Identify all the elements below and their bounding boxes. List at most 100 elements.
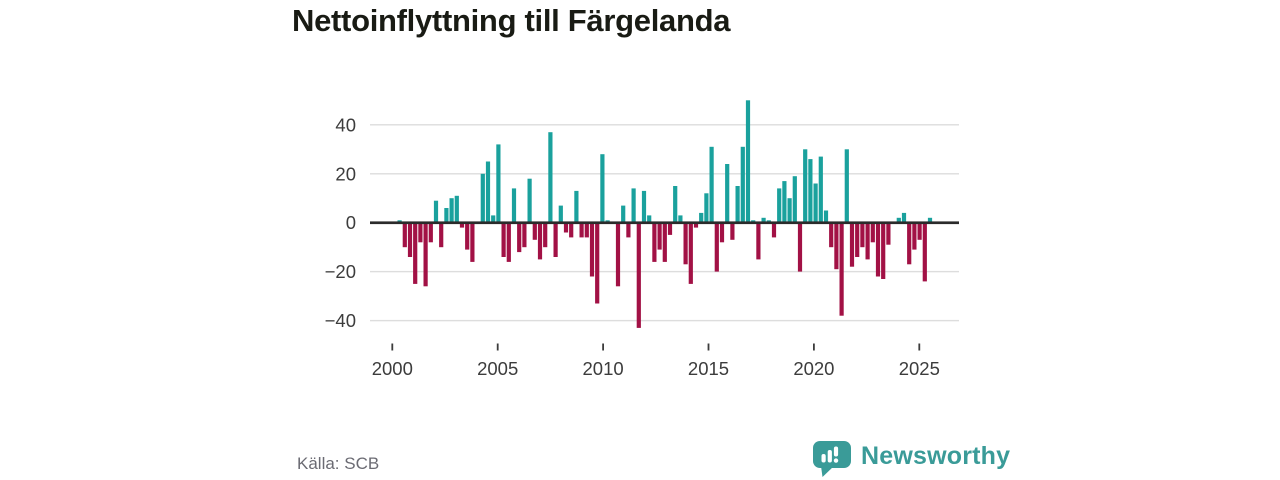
bar — [896, 217, 901, 223]
bar — [532, 222, 537, 240]
bar — [813, 183, 818, 223]
bar — [584, 222, 589, 238]
bar — [402, 222, 407, 248]
bar — [496, 144, 501, 223]
bar — [662, 222, 667, 262]
bar — [782, 181, 787, 223]
bar — [558, 205, 563, 223]
bar — [527, 178, 532, 223]
bar — [636, 222, 641, 328]
bar — [480, 173, 485, 223]
bar — [922, 222, 927, 282]
bar — [714, 222, 719, 272]
bar — [745, 100, 751, 223]
bar — [725, 164, 730, 223]
bar — [792, 176, 797, 223]
x-tick-label: 2000 — [372, 358, 413, 379]
bar-chart-speech-bubble-icon — [813, 441, 851, 477]
page-title: Nettoinflyttning till Färgelanda — [292, 3, 731, 38]
bar — [454, 195, 459, 223]
bar — [875, 222, 881, 277]
bar — [693, 222, 699, 228]
bar — [459, 222, 465, 228]
bar — [673, 186, 678, 223]
bar — [865, 222, 870, 260]
bar — [870, 222, 875, 243]
bar — [740, 146, 745, 223]
bar — [407, 222, 413, 257]
bar — [543, 222, 548, 248]
bar — [485, 161, 491, 223]
bar — [777, 188, 782, 223]
bar — [771, 222, 777, 238]
bar — [548, 132, 553, 223]
gridline — [370, 124, 959, 126]
bar — [501, 222, 506, 257]
bar — [849, 222, 855, 267]
bar — [860, 222, 865, 248]
y-tick-label: −20 — [325, 261, 356, 282]
bar — [506, 222, 511, 262]
bar — [683, 222, 688, 265]
bar — [704, 193, 709, 223]
bar — [563, 222, 569, 233]
bar — [761, 217, 766, 223]
newsworthy-logo: Newsworthy — [812, 440, 1010, 480]
bar — [621, 205, 626, 223]
bar — [553, 222, 558, 257]
bar — [735, 186, 740, 223]
bar — [886, 222, 891, 245]
bar — [756, 222, 761, 260]
bar — [927, 217, 933, 223]
gridline — [370, 270, 959, 273]
bar — [631, 188, 636, 223]
bar — [844, 149, 849, 223]
gridline — [370, 319, 959, 322]
bar — [522, 222, 527, 248]
bar — [829, 222, 834, 248]
gridline — [370, 173, 959, 175]
bar — [855, 222, 860, 257]
bar — [901, 212, 907, 223]
bar — [433, 200, 439, 223]
bar — [709, 146, 714, 223]
bar — [418, 222, 423, 243]
bar — [626, 222, 631, 238]
bar — [647, 215, 652, 223]
x-tick-label: 2025 — [899, 358, 940, 379]
bar — [823, 210, 829, 223]
x-tick-label: 2010 — [583, 358, 624, 379]
bar — [579, 222, 584, 238]
bar — [834, 222, 839, 270]
bar — [569, 222, 574, 238]
bar — [444, 208, 449, 223]
bar — [688, 222, 693, 284]
bar — [652, 222, 657, 262]
x-tick-label: 2005 — [477, 358, 518, 379]
bar — [881, 222, 886, 279]
bar — [517, 222, 522, 253]
x-tick-label: 2020 — [793, 358, 834, 379]
bar — [574, 190, 579, 223]
bar — [678, 215, 683, 223]
y-tick-label: −40 — [325, 310, 356, 331]
bar — [511, 188, 517, 223]
bar — [808, 159, 813, 223]
newsworthy-wordmark: Newsworthy — [861, 442, 1011, 470]
bar — [787, 198, 792, 223]
bar — [589, 222, 595, 277]
bar — [641, 190, 647, 223]
bar — [615, 222, 621, 287]
bar — [423, 222, 428, 287]
y-tick-label: 20 — [335, 163, 356, 184]
bar — [657, 222, 662, 250]
bar — [537, 222, 543, 260]
bar — [719, 222, 725, 243]
bar — [730, 222, 735, 240]
bar — [818, 156, 823, 223]
bar — [699, 212, 704, 223]
bar — [839, 222, 844, 316]
bar — [428, 222, 433, 243]
bar — [439, 222, 444, 248]
